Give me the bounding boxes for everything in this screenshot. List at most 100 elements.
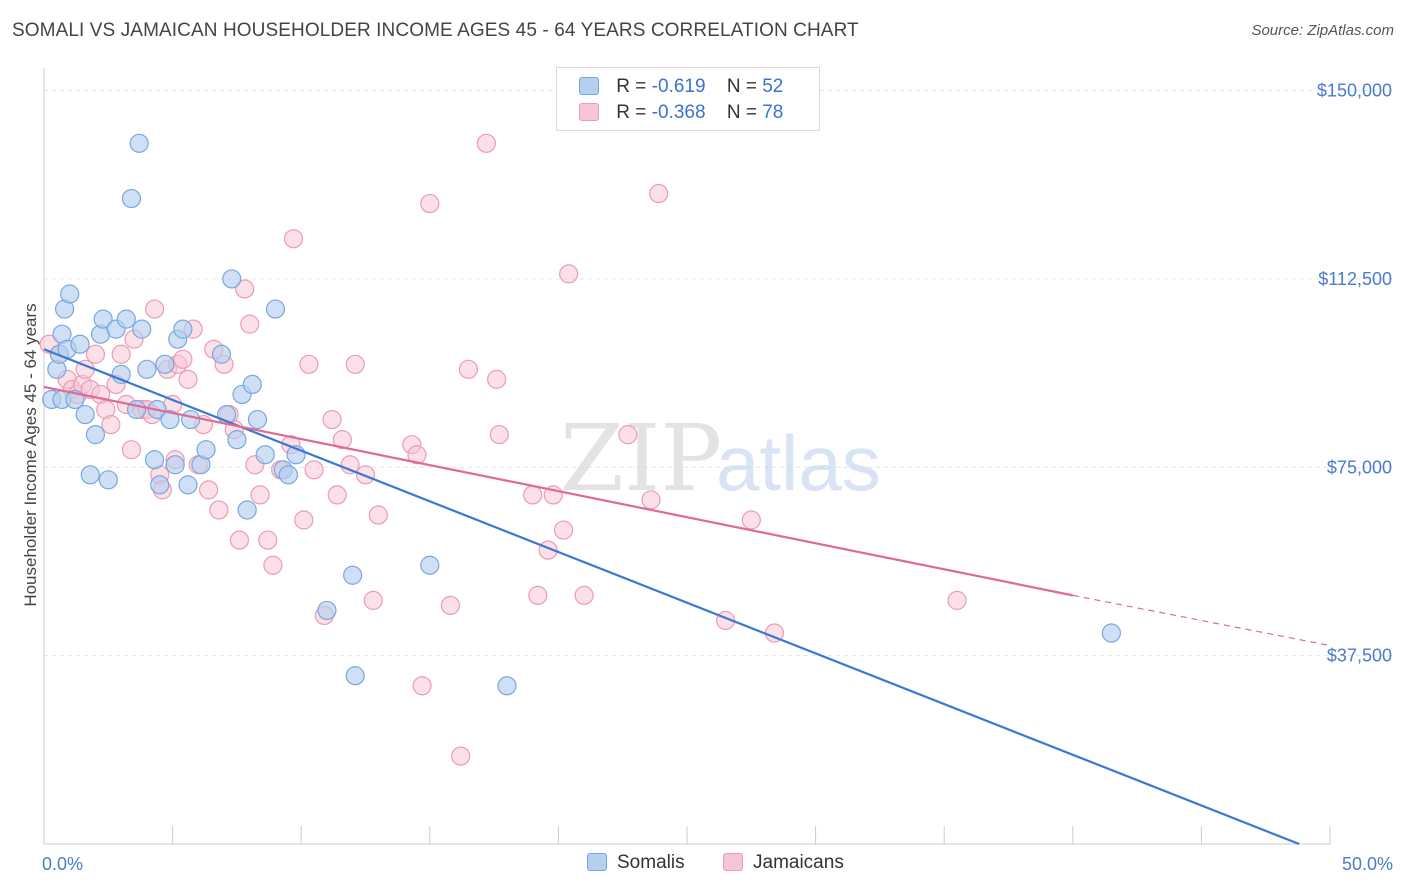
y-tick-label-1: $75,000 [1327,457,1392,477]
jamaicans-point-71 [528,585,548,605]
jamaicans-point-11 [101,414,121,435]
jamaicans-point-50 [304,460,324,480]
somalis-point-18 [116,309,136,329]
jamaicans-point-78 [641,490,661,510]
bottom-legend-somalis: Somalis [587,852,685,874]
somalis-point-19 [121,188,142,209]
jamaicans-n-label: N = [726,102,757,123]
jamaicans-point-70 [523,485,543,505]
jamaicans-point-77 [618,425,638,445]
somalis-point-31 [173,319,193,339]
somalis-point-22 [132,319,152,339]
jamaicans-point-63 [420,193,440,214]
jamaicans-point-61 [407,445,427,465]
jamaicans-point-38 [229,530,250,550]
somalis-point-51 [343,565,363,585]
somalis-point-52 [420,555,440,575]
jamaicans-n-value: 78 [762,102,784,123]
y-tick-labels: $37,500 $75,000 $112,500 $150,000 [1317,81,1392,666]
jamaicans-point-44 [263,555,283,575]
jamaicans-point-49 [299,354,319,374]
jamaicans-point-52 [322,409,342,430]
somalis-point-11 [80,465,100,485]
stats-legend: R = -0.619 N = 52 R = -0.368 N = 78 [556,67,820,131]
somalis-point-21 [129,133,149,153]
jamaicans-point-66 [458,359,478,379]
jamaicans-point-34 [209,500,229,520]
jamaicans-point-56 [345,354,365,374]
source-credit: Source: ZipAtlas.com [1251,22,1394,39]
jamaicans-point-76 [574,585,594,605]
legend-row-jamaicans: R = -0.368 N = 78 [579,102,783,126]
jamaicans-point-32 [199,480,219,500]
somalis-point-29 [165,455,185,475]
somalis-point-50 [345,666,365,686]
jamaicans-point-27 [173,349,193,369]
jamaicans-point-81 [741,510,761,530]
somalis-point-15 [98,470,118,490]
jamaicans-point-40 [240,314,260,334]
somalis-points [42,133,1121,696]
jamaicans-point-47 [283,229,304,249]
jamaicans-point-53 [327,485,347,505]
bottom-legend-jamaicans: Jamaicans [723,852,844,874]
somalis-point-32 [178,475,198,495]
jamaicans-point-42 [250,485,270,505]
jamaicans-point-83 [947,590,967,610]
somalis-point-26 [150,475,170,495]
jamaicans-point-75 [559,264,579,284]
jamaicans-legend-label: Jamaicans [753,852,844,873]
somalis-point-45 [265,299,286,319]
somalis-point-44 [255,445,275,465]
chart-title: SOMALI VS JAMAICAN HOUSEHOLDER INCOME AG… [12,20,859,41]
somalis-trend-line [43,348,1300,846]
jamaicans-trend-line [43,385,1074,597]
jamaicans-point-69 [489,425,509,445]
somalis-point-14 [93,309,113,329]
jamaicans-point-15 [121,440,142,460]
y-axis-label: Householder Income Ages 45 - 64 years [21,303,40,606]
somalis-point-38 [222,269,242,289]
somalis-point-7 [60,284,80,304]
grid-lines [44,90,1392,657]
jamaicans-point-74 [553,520,574,540]
somalis-legend-label: Somalis [617,852,685,873]
somalis-point-33 [181,409,201,430]
axes [43,68,1331,845]
somalis-n-label: N = [726,76,757,97]
somalis-r-label: R = [616,76,647,97]
legend-row-somalis: R = -0.619 N = 52 [579,76,783,100]
somalis-point-12 [85,425,106,445]
jamaicans-legend-swatch [723,853,743,871]
somalis-point-54 [1101,623,1121,643]
somalis-point-10 [75,404,95,425]
jamaicans-r-value: -0.368 [651,102,706,123]
somalis-legend-swatch [587,853,607,871]
somalis-point-27 [155,354,175,374]
somalis-point-49 [317,600,337,621]
jamaicans-point-20 [144,299,165,319]
jamaicans-point-28 [178,369,198,389]
jamaicans-point-58 [363,590,383,610]
somalis-point-28 [160,409,180,430]
somalis-point-43 [247,409,268,430]
somalis-point-41 [237,500,257,520]
jamaicans-point-62 [412,676,432,696]
somalis-point-20 [126,399,147,420]
somalis-point-39 [227,430,247,450]
jamaicans-point-59 [368,505,388,525]
watermark-atlas: atlas [716,419,881,507]
jamaicans-point-68 [487,369,507,389]
somalis-point-24 [144,450,165,470]
somalis-swatch [579,77,599,95]
jamaicans-point-65 [451,746,471,766]
jamaicans-point-79 [649,183,669,204]
somalis-point-47 [278,465,298,485]
somalis-r-value: -0.619 [651,76,706,97]
jamaicans-point-67 [476,133,496,153]
x-tick-label-0: 0.0% [42,854,83,874]
y-tick-label-0: $37,500 [1327,646,1392,666]
jamaicans-swatch [579,103,599,121]
jamaicans-point-48 [294,510,314,530]
